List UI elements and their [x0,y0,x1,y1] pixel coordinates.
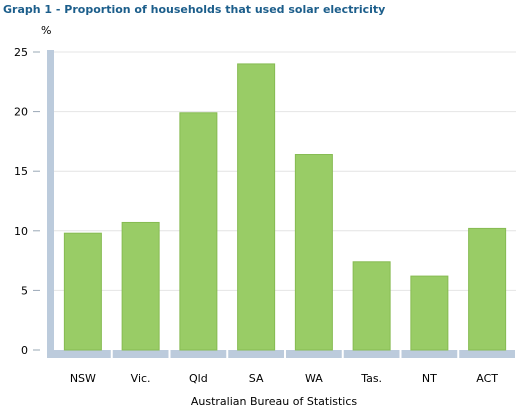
x-tick-label: Qld [189,372,208,385]
chart-title: Graph 1 - Proportion of households that … [3,3,386,16]
y-tick-label: 5 [21,284,28,297]
source-label: Australian Bureau of Statistics [191,395,358,408]
x-axis-floor [459,350,515,358]
x-tick-label: WA [305,372,323,385]
axis-corner [47,350,54,358]
bars [63,63,507,351]
x-axis-floor [228,350,284,358]
x-axis-floor [54,350,111,358]
y-tick-label: 15 [14,165,28,178]
x-axis-floor [401,350,458,358]
x-tick-label: Vic. [131,372,151,385]
x-tick-label: ACT [476,372,498,385]
x-axis-floor [343,350,400,358]
bar-sa [237,63,276,351]
x-tick-label: Tas. [360,372,382,385]
x-tick-label: SA [249,372,264,385]
tick-labels: 0 5 10 15 20 25 NSW Vic. Qld SA WA Tas. NT ACT [14,46,498,385]
bar-wa [294,154,333,351]
bar-tas [352,261,391,351]
x-tick-label: NT [422,372,437,385]
y-tick-label: 10 [14,225,28,238]
y-axis-wall [47,50,54,350]
bar-qld [179,112,218,351]
bar-nsw [63,232,102,351]
y-tick-label: 25 [14,46,28,59]
y-tick-label: 20 [14,106,28,119]
x-tick-label: NSW [70,372,96,385]
bar-vic [121,221,160,351]
x-axis-floor [112,350,169,358]
bar-nt [410,275,449,351]
y-tick-label: 0 [21,344,28,357]
x-axis-floor [286,350,342,358]
axes [33,50,515,358]
bar-act [468,227,507,351]
y-axis-unit-label: % [41,24,51,37]
x-axis-floor [170,350,227,358]
